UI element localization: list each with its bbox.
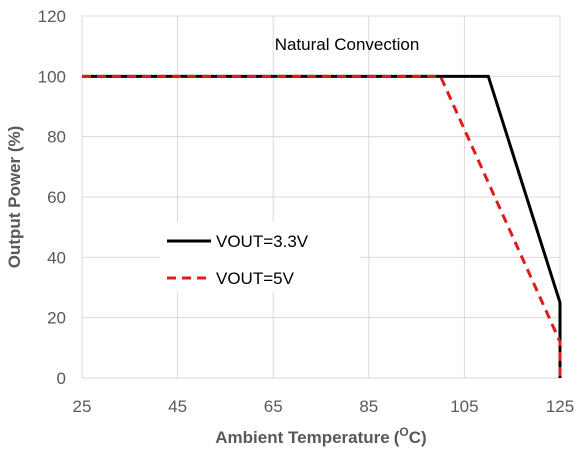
x-axis-unit-close: C) <box>409 428 427 447</box>
chart-annotation: Natural Convection <box>275 35 420 54</box>
y-tick-label: 100 <box>38 67 66 86</box>
x-axis-title-text: Ambient Temperature <box>215 428 389 447</box>
y-tick-label: 120 <box>38 7 66 26</box>
legend-label-vout-3-3v: VOUT=3.3V <box>216 232 309 251</box>
x-tick-label: 25 <box>73 397 92 416</box>
x-axis-unit-open: ( <box>394 428 400 447</box>
x-tick-labels: 25 45 65 85 105 125 <box>73 397 575 416</box>
x-axis-title: Ambient Temperature (OC) <box>215 425 426 447</box>
y-axis-title: Output Power (%) <box>5 126 24 269</box>
y-tick-label: 80 <box>47 128 66 147</box>
series-line-vout-5v <box>82 74 562 378</box>
y-tick-label: 60 <box>47 188 66 207</box>
x-tick-label: 125 <box>546 397 574 416</box>
y-tick-labels: 0 20 40 60 80 100 120 <box>38 7 66 388</box>
legend-label-vout-5v: VOUT=5V <box>216 269 295 288</box>
legend: VOUT=3.3V VOUT=5V <box>160 222 360 292</box>
legend-background <box>160 222 360 292</box>
y-tick-label: 40 <box>47 248 66 267</box>
x-tick-label: 45 <box>168 397 187 416</box>
x-tick-label: 65 <box>264 397 283 416</box>
x-tick-label: 85 <box>359 397 378 416</box>
y-tick-label: 0 <box>57 369 66 388</box>
y-tick-label: 20 <box>47 309 66 328</box>
x-axis-unit-degree: O <box>399 425 408 439</box>
series-layer <box>82 74 562 378</box>
x-tick-label: 105 <box>450 397 478 416</box>
grid <box>81 15 561 379</box>
plot-area-frame <box>81 15 561 379</box>
